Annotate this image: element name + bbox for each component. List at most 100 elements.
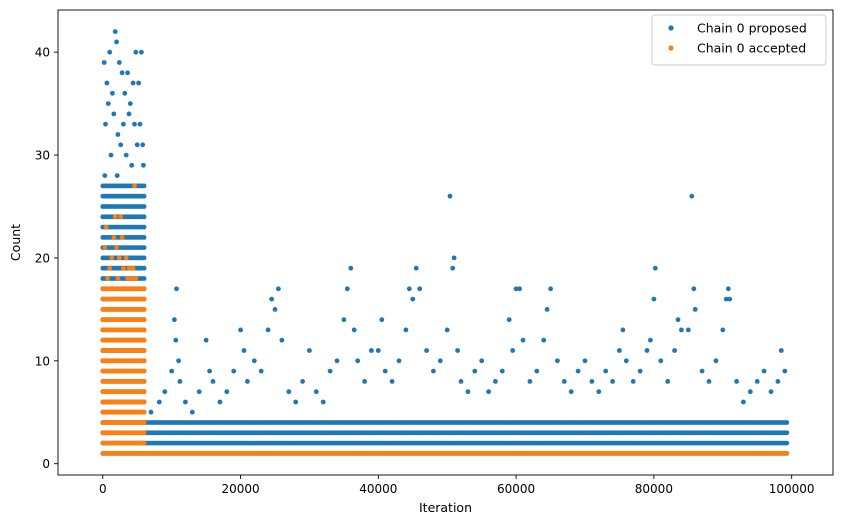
data-point xyxy=(265,327,271,333)
data-point xyxy=(665,379,671,384)
data-point xyxy=(272,307,278,312)
data-point xyxy=(119,70,125,76)
y-axis-ticks: 0 10 20 30 40 xyxy=(35,46,58,471)
data-point xyxy=(231,368,237,374)
data-point xyxy=(141,420,147,425)
data-point xyxy=(210,379,216,384)
data-point xyxy=(141,389,147,395)
data-point xyxy=(450,265,456,271)
y-axis-label: Count xyxy=(8,224,23,261)
data-point xyxy=(362,379,367,384)
data-point xyxy=(754,379,760,384)
x-tick-label: 20000 xyxy=(221,482,259,496)
data-point xyxy=(139,49,144,55)
data-point xyxy=(444,327,450,333)
data-point xyxy=(455,348,460,353)
data-point xyxy=(103,121,108,127)
data-point xyxy=(104,80,110,86)
data-point xyxy=(617,348,622,353)
data-point xyxy=(121,121,126,127)
data-point xyxy=(630,379,636,384)
data-point xyxy=(129,162,135,168)
data-point xyxy=(133,49,139,55)
data-point xyxy=(637,368,643,374)
data-point xyxy=(207,368,213,374)
data-point xyxy=(141,245,147,251)
x-tick-label: 40000 xyxy=(359,482,397,496)
data-point xyxy=(548,286,553,292)
data-point xyxy=(141,286,147,292)
data-point xyxy=(723,296,729,302)
data-point xyxy=(134,142,140,148)
data-point xyxy=(623,358,629,364)
data-point xyxy=(510,348,516,353)
data-point xyxy=(172,317,177,323)
data-point xyxy=(129,276,135,281)
data-point xyxy=(375,348,381,353)
data-point xyxy=(517,286,522,292)
data-point xyxy=(141,183,147,189)
data-point xyxy=(101,60,107,65)
data-point xyxy=(651,296,657,302)
data-point xyxy=(127,101,133,106)
data-point xyxy=(141,255,147,261)
data-point xyxy=(183,399,188,405)
x-tick-label: 80000 xyxy=(635,482,673,496)
data-point xyxy=(451,255,457,261)
data-point xyxy=(327,368,333,374)
data-point xyxy=(431,368,436,374)
data-point xyxy=(141,214,147,220)
data-point xyxy=(734,379,739,384)
data-point xyxy=(320,399,326,405)
data-point xyxy=(108,152,114,158)
data-point xyxy=(406,286,412,292)
x-tick-label: 60000 xyxy=(497,482,535,496)
data-point xyxy=(596,389,602,395)
data-point xyxy=(286,389,292,395)
data-point xyxy=(103,224,109,230)
data-point xyxy=(189,409,195,415)
data-point xyxy=(245,379,250,384)
x-tick-label: 0 xyxy=(99,482,107,496)
data-point xyxy=(130,80,136,86)
data-point xyxy=(123,255,129,261)
data-point xyxy=(118,214,124,220)
data-point xyxy=(176,358,182,364)
data-point xyxy=(119,235,125,240)
data-point xyxy=(217,399,223,405)
data-point xyxy=(241,348,247,353)
data-point xyxy=(116,60,122,65)
series-accepted xyxy=(100,183,790,456)
data-point xyxy=(725,286,731,292)
data-point xyxy=(279,337,285,343)
data-point xyxy=(137,121,143,127)
data-point xyxy=(109,255,115,261)
data-point xyxy=(675,317,681,323)
data-point xyxy=(114,245,119,251)
data-point xyxy=(679,327,684,333)
data-point xyxy=(132,121,137,127)
data-point xyxy=(782,368,788,374)
data-point xyxy=(174,286,179,292)
data-point xyxy=(258,368,264,374)
data-point xyxy=(334,358,340,364)
data-point xyxy=(582,358,588,364)
data-point xyxy=(112,214,118,220)
data-point xyxy=(741,399,746,405)
data-point xyxy=(162,389,168,395)
data-point xyxy=(156,399,162,405)
data-point xyxy=(122,90,128,96)
data-point xyxy=(112,29,118,34)
data-point xyxy=(177,379,183,384)
data-point xyxy=(493,379,498,384)
data-point xyxy=(136,286,142,292)
data-point xyxy=(111,235,117,240)
data-point xyxy=(389,379,395,384)
data-point xyxy=(784,451,790,456)
data-point xyxy=(410,296,416,302)
data-point xyxy=(652,265,658,271)
data-point xyxy=(114,39,119,45)
data-point xyxy=(196,389,202,395)
data-point xyxy=(589,379,595,384)
data-point xyxy=(132,183,137,189)
